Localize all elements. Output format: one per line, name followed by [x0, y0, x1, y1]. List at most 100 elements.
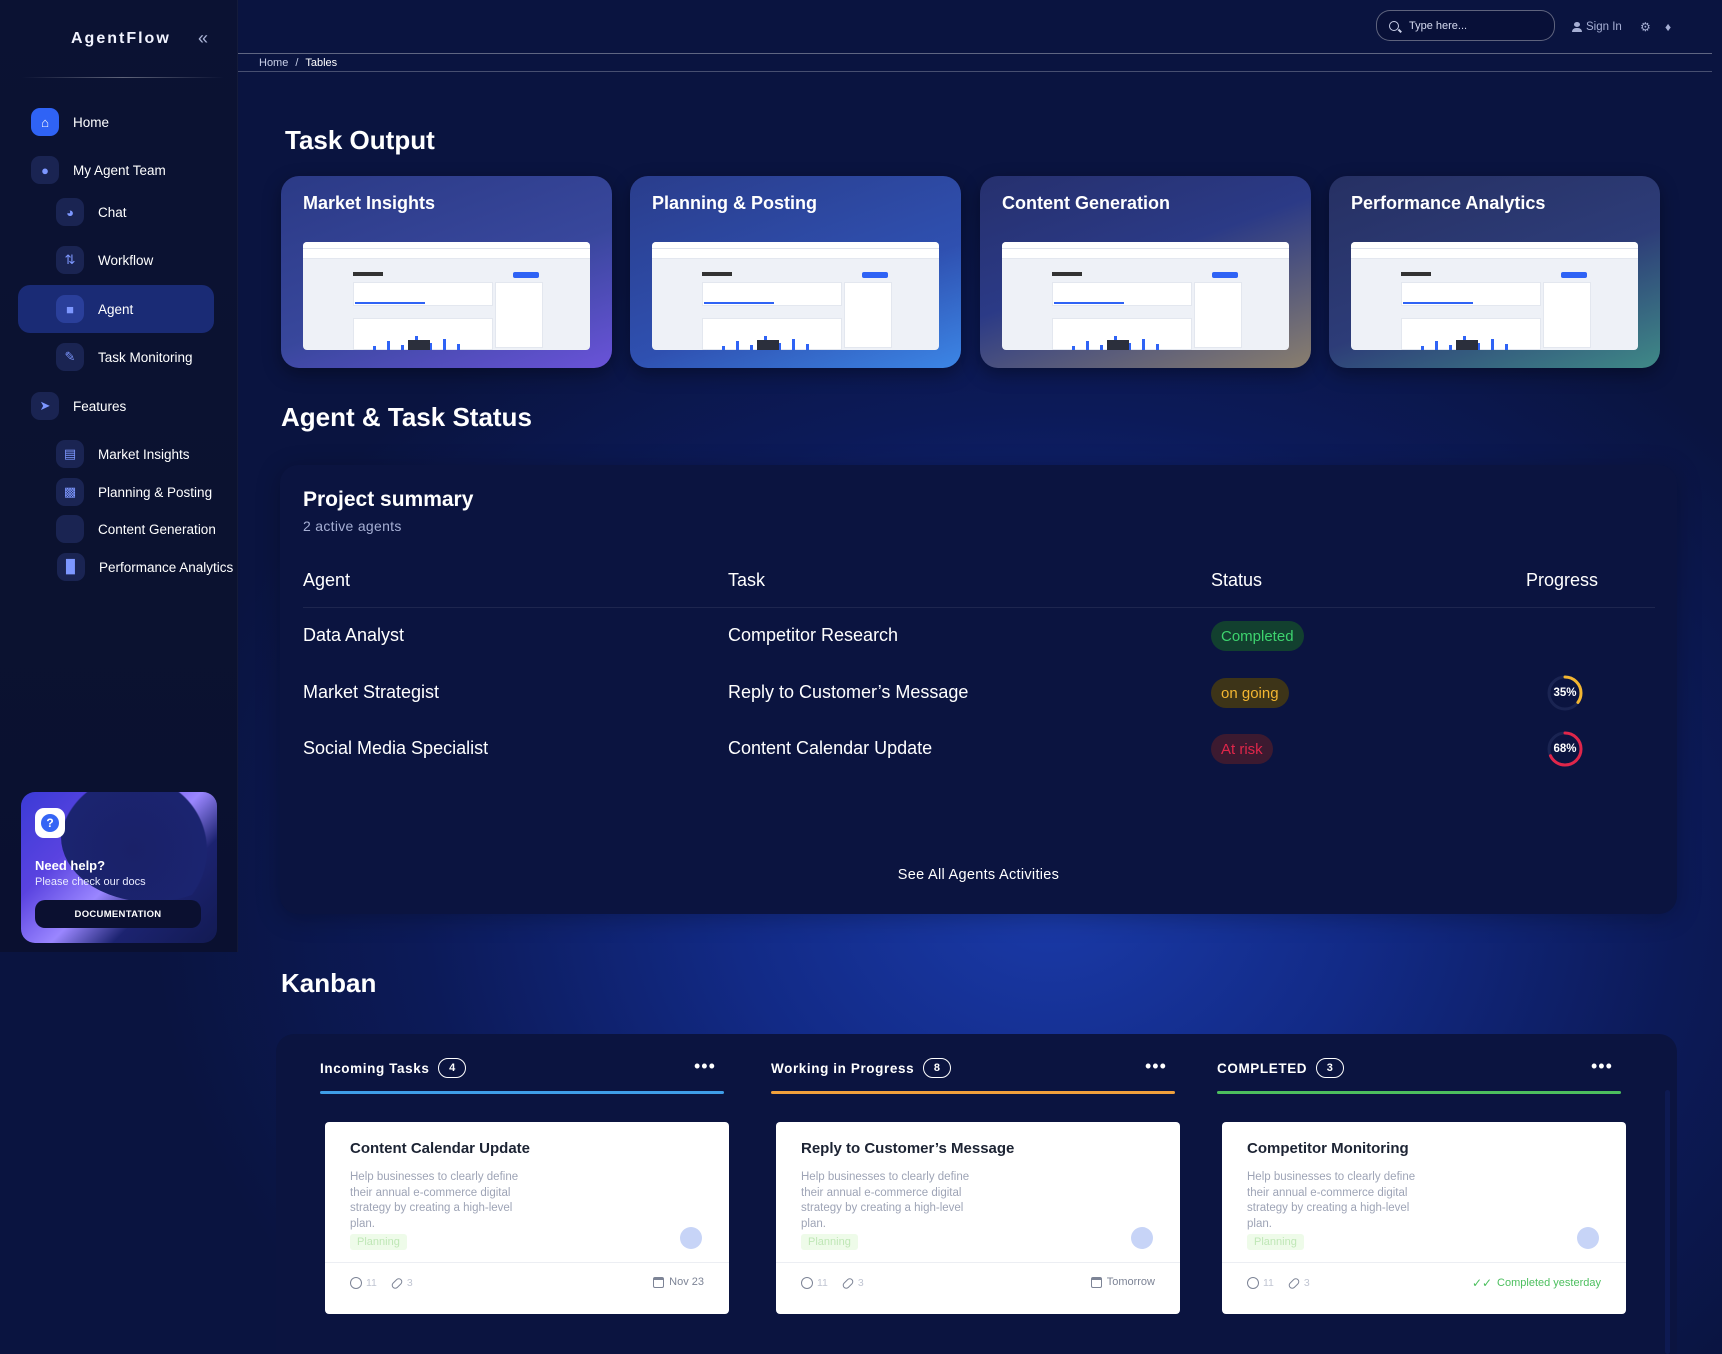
column-header-status: Status	[1211, 570, 1263, 590]
progress-ring	[1547, 675, 1583, 711]
user-icon	[1572, 22, 1582, 32]
sidebar-item-content-generation[interactable]: Content Generation	[56, 515, 216, 543]
sidebar-item-label: Content Generation	[98, 521, 216, 537]
sidebar-divider	[22, 77, 224, 78]
kanban-card-tag: Planning	[1247, 1234, 1304, 1250]
agent-task-status-title: Agent & Task Status	[281, 402, 532, 432]
kanban-card-date: Tomorrow	[1106, 1276, 1155, 1288]
more-options-icon[interactable]: •••	[694, 1056, 716, 1076]
kanban-column-count: 4	[438, 1058, 467, 1078]
link-icon	[841, 1276, 855, 1290]
sidebar-item-my-agent-team[interactable]: ● My Agent Team	[31, 156, 166, 184]
link-count: 3	[857, 1277, 864, 1289]
progress-ring	[1547, 731, 1583, 767]
kanban-column-title: COMPLETED	[1217, 1060, 1308, 1076]
kanban-card-description: Help businesses to clearly define their …	[350, 1171, 519, 1230]
search-box[interactable]	[1376, 10, 1555, 41]
gear-icon[interactable]: ⚙	[1640, 20, 1651, 34]
help-title: Need help?	[35, 858, 106, 873]
kanban-column-count: 3	[1316, 1058, 1345, 1078]
sidebar-item-task-monitoring[interactable]: ✎ Task Monitoring	[56, 343, 193, 371]
more-options-icon[interactable]: •••	[1145, 1056, 1167, 1076]
kanban-card-meta: 11 3	[1247, 1276, 1310, 1290]
search-input[interactable]	[1409, 19, 1539, 32]
sidebar-item-market-insights[interactable]: ▤ Market Insights	[56, 440, 190, 468]
comment-count: 11	[817, 1277, 828, 1289]
task-output-card-title: Planning & Posting	[652, 193, 817, 213]
calendar-icon	[653, 1276, 665, 1288]
column-header-task: Task	[728, 570, 766, 590]
progress-ring-fill	[1547, 675, 1583, 711]
link-count: 3	[1303, 1277, 1310, 1289]
sidebar-item-planning-posting[interactable]: ▩ Planning & Posting	[56, 478, 212, 506]
kanban-column-header: Incoming Tasks 4	[320, 1058, 467, 1078]
comment-count: 11	[366, 1277, 377, 1289]
task-name: Reply to Customer’s Message	[728, 682, 969, 702]
see-all-agents-activities-link[interactable]: See All Agents Activities	[897, 867, 1060, 883]
agent-icon: ■	[56, 295, 84, 323]
breadcrumb: Home / Tables	[259, 57, 337, 69]
kanban-column-underline	[1217, 1091, 1621, 1094]
link-icon	[1287, 1276, 1301, 1290]
avatar[interactable]	[680, 1227, 702, 1249]
sidebar-item-chat[interactable]: ◕ Chat	[56, 198, 127, 226]
sidebar-item-features[interactable]: ➤ Features	[31, 392, 126, 420]
task-output-card[interactable]: Market Insights	[281, 176, 612, 368]
more-options-icon[interactable]: •••	[1591, 1056, 1613, 1076]
comment-icon	[350, 1277, 362, 1289]
sidebar-item-label: Chat	[98, 204, 127, 220]
kanban-card[interactable]: Reply to Customer’s Message Help business…	[776, 1122, 1180, 1314]
collapse-sidebar-icon[interactable]: «	[198, 28, 209, 48]
active-nav-highlight	[18, 285, 214, 333]
kanban-card-meta: 11 3	[350, 1276, 413, 1290]
dashboard-preview-thumbnail	[1002, 242, 1289, 350]
workflow-icon: ⇅	[56, 246, 84, 274]
sidebar-item-label: Task Monitoring	[98, 349, 193, 365]
kanban-card-due: Tomorrow	[1090, 1276, 1155, 1288]
kanban-card-divider	[776, 1262, 1180, 1263]
kanban-card[interactable]: Content Calendar Update Help businesses t…	[325, 1122, 729, 1314]
search-icon	[1389, 20, 1399, 31]
comment-icon	[801, 1277, 813, 1289]
avatar[interactable]	[1131, 1227, 1153, 1249]
task-output-card[interactable]: Performance Analytics	[1329, 176, 1660, 368]
kanban-card-date: Nov 23	[669, 1276, 704, 1288]
task-output-card-title: Performance Analytics	[1351, 193, 1546, 213]
link-count: 3	[406, 1277, 413, 1289]
dashboard-preview-thumbnail	[1351, 242, 1638, 350]
progress-value: 68%	[1553, 743, 1577, 755]
agent-name: Market Strategist	[303, 682, 440, 702]
column-header-progress: Progress	[1526, 570, 1599, 590]
sidebar-item-label: Market Insights	[98, 446, 190, 462]
kanban-card-title: Reply to Customer’s Message	[801, 1140, 1015, 1157]
agent-name: Social Media Specialist	[303, 738, 489, 758]
project-summary-panel: Project summary 2 active agents Agent Ta…	[280, 465, 1677, 914]
kanban-card-divider	[325, 1262, 729, 1263]
sidebar-item-performance-analytics[interactable]: ▉ Performance Analytics	[57, 553, 233, 581]
progress-value: 35%	[1553, 687, 1577, 699]
brand-logo: AgentFlow	[71, 30, 171, 47]
documentation-button[interactable]: DOCUMENTATION	[35, 900, 201, 928]
breadcrumb-home[interactable]: Home	[259, 57, 289, 69]
bell-icon[interactable]: ♦	[1665, 20, 1672, 34]
breadcrumb-separator: /	[295, 57, 299, 69]
sidebar-item-label: Workflow	[98, 252, 154, 268]
calendar-icon	[1090, 1276, 1102, 1288]
monitoring-icon: ✎	[56, 343, 84, 371]
sidebar-item-home[interactable]: ⌂ Home	[31, 108, 109, 136]
agent-name: Data Analyst	[303, 625, 405, 645]
sign-in-link[interactable]: Sign In	[1572, 21, 1622, 33]
task-output-card-title: Content Generation	[1002, 193, 1171, 213]
kanban-card[interactable]: Competitor Monitoring Help businesses to …	[1222, 1122, 1626, 1314]
sidebar-item-label: My Agent Team	[73, 162, 166, 178]
sidebar-item-agent[interactable]: ■ Agent	[56, 295, 133, 323]
kanban-scrollbar[interactable]	[1665, 1090, 1670, 1354]
task-output-card[interactable]: Content Generation	[980, 176, 1311, 368]
kanban-card-description: Help businesses to clearly define their …	[1247, 1171, 1416, 1230]
task-output-card[interactable]: Planning & Posting	[630, 176, 961, 368]
progress-ring-fill	[1547, 731, 1583, 767]
insights-icon: ▤	[56, 440, 84, 468]
kanban-card-title: Content Calendar Update	[350, 1140, 531, 1157]
sidebar-item-workflow[interactable]: ⇅ Workflow	[56, 246, 153, 274]
avatar[interactable]	[1577, 1227, 1599, 1249]
